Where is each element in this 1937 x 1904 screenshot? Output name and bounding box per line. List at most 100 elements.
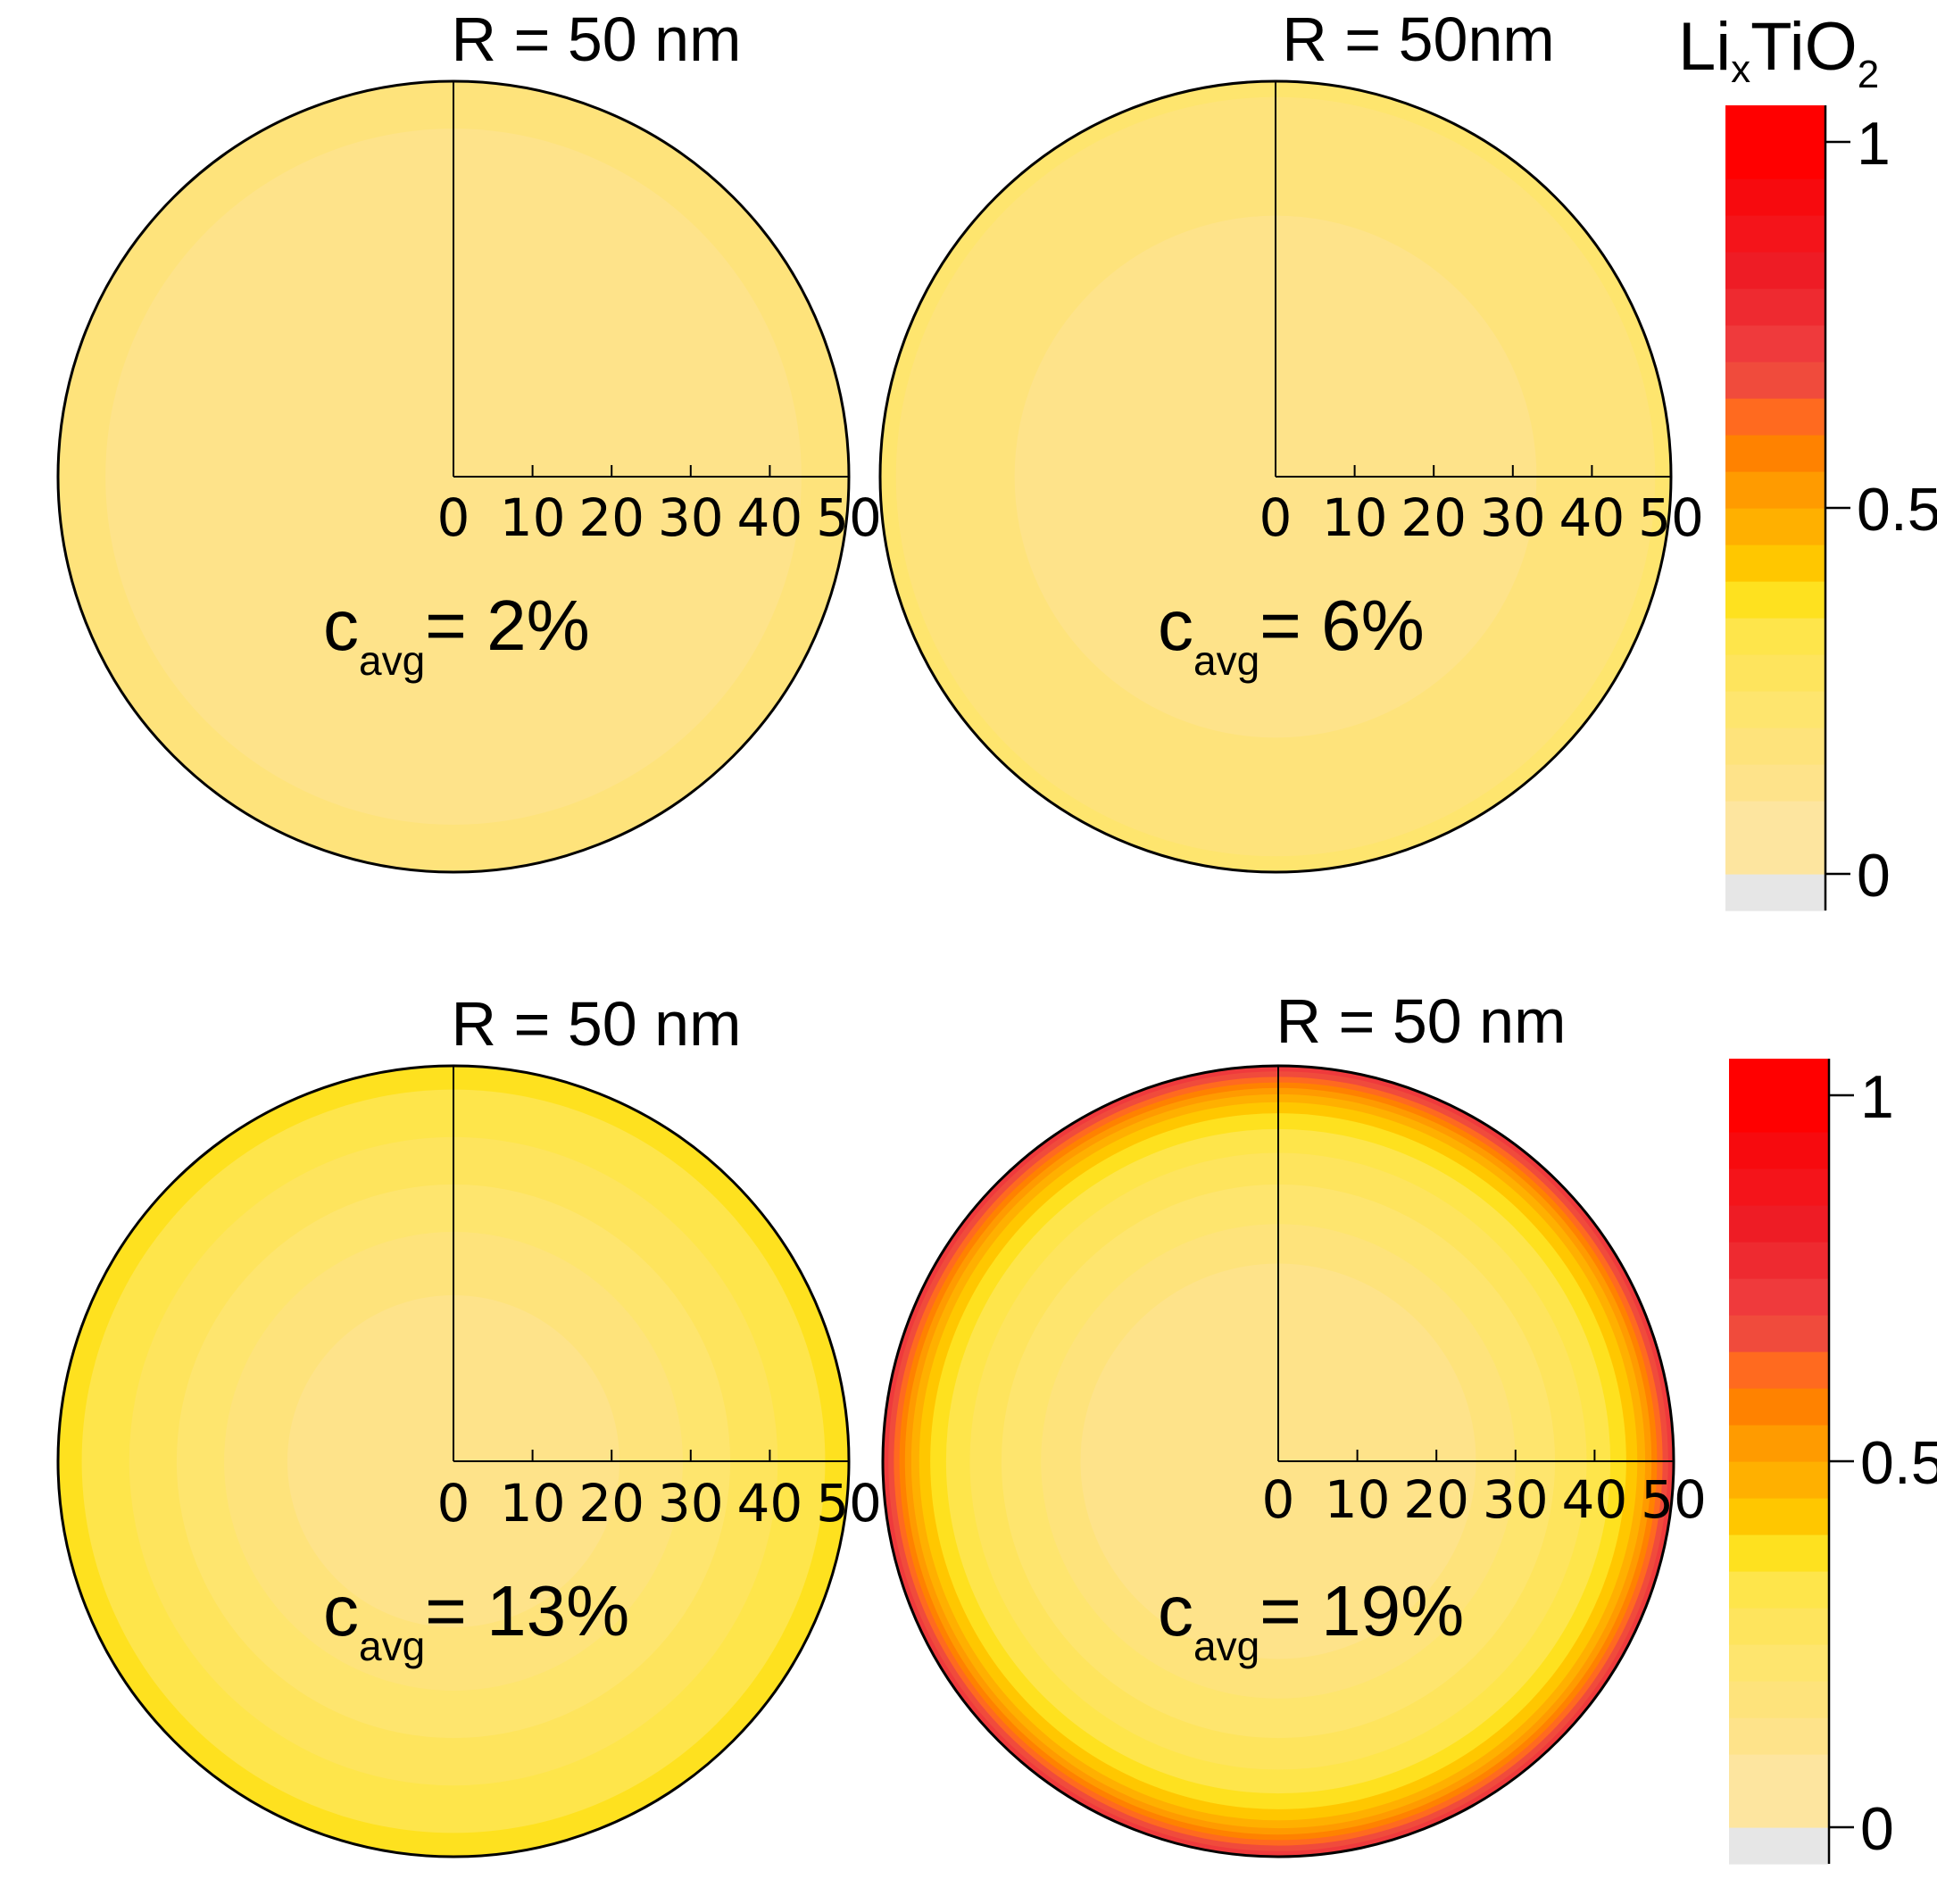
panel-3: R = 50 nm 0 10 20 30 40 50 cavg= 13%: [56, 989, 882, 1858]
colorbar-bottom-bin-16: [1729, 1278, 1829, 1316]
colorbar-top-bin-11: [1725, 508, 1825, 545]
colorbar-bottom-bin-3: [1729, 1754, 1829, 1792]
panel-2-title: R = 50nm: [1282, 4, 1554, 74]
panel-3-x-tick-label-1: 10: [500, 1473, 566, 1534]
colorbar-bottom-tick-label-3: 1: [1860, 1063, 1894, 1131]
figure-title: LixTiO2: [1678, 9, 1879, 96]
colorbar-top-tick-label-2: 0.5: [1857, 476, 1937, 544]
colorbar-bottom-bin-14: [1729, 1351, 1829, 1389]
panel-2-annotation: cavg= 6%: [1158, 586, 1425, 684]
panel-3-tick-labels: 0 10 20 30 40 50: [437, 1473, 882, 1534]
colorbar-bottom-bin-12: [1729, 1425, 1829, 1462]
colorbar-bottom-bin-15: [1729, 1315, 1829, 1352]
colorbar-bottom-bin-1: [1729, 1827, 1829, 1865]
panel-1-x-tick-label-4: 40: [736, 487, 802, 548]
figure-title-sub-2: 2: [1858, 53, 1879, 96]
colorbar-top: 00.51: [1725, 105, 1937, 911]
panel-1-x-tick-label-1: 10: [500, 487, 566, 548]
panel-2-x-tick-label-4: 40: [1559, 487, 1625, 548]
colorbar-top-bin-7: [1725, 654, 1825, 692]
panel-2-tick-labels: 0 10 20 30 40 50: [1259, 487, 1704, 548]
panel-2-x-tick-label-5: 50: [1638, 487, 1704, 548]
panel-2-annotation-label: c: [1158, 586, 1193, 665]
colorbar-bottom-bin-4: [1729, 1717, 1829, 1755]
panel-4: R = 50 nm 0 10 20 30 40 50 cavg= 19%: [881, 986, 1707, 1858]
panel-1-x-tick-label-2: 20: [578, 487, 644, 548]
panel-3-axes: [453, 1066, 850, 1462]
colorbar-top-bin-1: [1725, 874, 1825, 911]
colorbar-top-bin-18: [1725, 252, 1825, 289]
colorbar-bottom: 00.51: [1729, 1059, 1937, 1865]
colorbar-top-bin-13: [1725, 435, 1825, 472]
panel-4-annotation-value: = 19%: [1259, 1571, 1464, 1650]
figure-title-sub-x: x: [1731, 47, 1750, 91]
panel-2-annotation-value: = 6%: [1259, 586, 1425, 665]
panel-1-x-tick-label-0: 0: [437, 487, 470, 548]
colorbar-top-bin-6: [1725, 691, 1825, 728]
colorbar-top-tick-label-3: 1: [1857, 110, 1891, 178]
panel-3-annotation-sub: avg: [359, 1623, 425, 1669]
colorbar-top-bin-12: [1725, 471, 1825, 509]
panel-2-x-tick-label-2: 20: [1401, 487, 1467, 548]
colorbar-top-bin-20: [1725, 179, 1825, 216]
panel-4-annotation: cavg= 19%: [1158, 1571, 1464, 1669]
colorbar-top-bin-2: [1725, 837, 1825, 875]
colorbar-bottom-bin-11: [1729, 1461, 1829, 1499]
colorbar-top-bin-19: [1725, 215, 1825, 253]
colorbar-top-bin-16: [1725, 325, 1825, 362]
panel-4-x-tick-label-0: 0: [1262, 1469, 1295, 1530]
panel-3-x-tick-label-2: 20: [578, 1473, 644, 1534]
panel-4-tick-labels: 0 10 20 30 40 50: [1262, 1469, 1707, 1530]
colorbar-bottom-bin-5: [1729, 1681, 1829, 1718]
panel-4-title: R = 50 nm: [1276, 986, 1567, 1056]
colorbar-bottom-bin-10: [1729, 1498, 1829, 1535]
colorbar-top-bin-3: [1725, 801, 1825, 838]
colorbar-top-bin-5: [1725, 728, 1825, 765]
colorbar-bottom-bin-17: [1729, 1242, 1829, 1279]
panel-2-x-tick-label-3: 30: [1480, 487, 1546, 548]
colorbar-bottom-bin-2: [1729, 1791, 1829, 1828]
colorbar-top-bin-17: [1725, 288, 1825, 326]
panel-2-x-tick-label-1: 10: [1322, 487, 1388, 548]
colorbar-bottom-bin-18: [1729, 1205, 1829, 1243]
panel-4-annotation-sub: avg: [1193, 1623, 1259, 1669]
panel-4-x-tick-label-1: 10: [1325, 1469, 1391, 1530]
colorbar-bottom-bin-20: [1729, 1132, 1829, 1169]
panel-2-annotation-sub: avg: [1193, 637, 1259, 684]
panel-1-x-tick-label-3: 30: [658, 487, 724, 548]
panel-3-annotation: cavg= 13%: [323, 1571, 629, 1669]
panel-1-annotation-value: = 2%: [425, 586, 590, 665]
panel-1-x-tick-label-5: 50: [816, 487, 882, 548]
colorbar-bottom-tick-label-2: 0.5: [1860, 1429, 1937, 1497]
panel-3-x-tick-label-5: 50: [816, 1473, 882, 1534]
panel-1-annotation: cavg= 2%: [323, 586, 590, 684]
colorbar-top-bin-4: [1725, 764, 1825, 802]
panel-1-title: R = 50 nm: [452, 4, 742, 74]
panel-1: R = 50 nm 0 10 20 30 40 50 cavg= 2%: [56, 4, 882, 874]
panel-2-axes: [1275, 81, 1672, 478]
figure-title-mid: TiO: [1750, 9, 1858, 85]
colorbar-bottom-bin-13: [1729, 1388, 1829, 1426]
panel-3-annotation-label: c: [323, 1571, 359, 1650]
panel-3-x-tick-label-0: 0: [437, 1473, 470, 1534]
panel-1-axes: [453, 81, 850, 478]
panel-4-x-tick-label-4: 40: [1561, 1469, 1627, 1530]
colorbar-bottom-tick-label-1: 0: [1860, 1795, 1894, 1863]
panel-3-x-tick-label-4: 40: [736, 1473, 802, 1534]
panel-4-annotation-label: c: [1158, 1571, 1193, 1650]
panel-4-x-tick-label-2: 20: [1403, 1469, 1469, 1530]
figure-title-base: Li: [1678, 9, 1731, 85]
panel-4-x-tick-label-3: 30: [1483, 1469, 1549, 1530]
panel-4-x-tick-label-5: 50: [1641, 1469, 1707, 1530]
colorbar-top-bin-8: [1725, 618, 1825, 655]
panel-1-annotation-sub: avg: [359, 637, 425, 684]
panel-1-tick-labels: 0 10 20 30 40 50: [437, 487, 882, 548]
colorbar-top-bin-21: [1725, 105, 1825, 179]
panel-4-axes: [1277, 1066, 1675, 1462]
panel-3-title: R = 50 nm: [452, 989, 742, 1059]
colorbar-top-bin-10: [1725, 545, 1825, 582]
colorbar-top-bin-9: [1725, 581, 1825, 619]
panel-2: R = 50nm 0 10 20 30 40 50 cavg= 6%: [878, 4, 1704, 874]
colorbar-top-tick-label-1: 0: [1857, 842, 1891, 910]
